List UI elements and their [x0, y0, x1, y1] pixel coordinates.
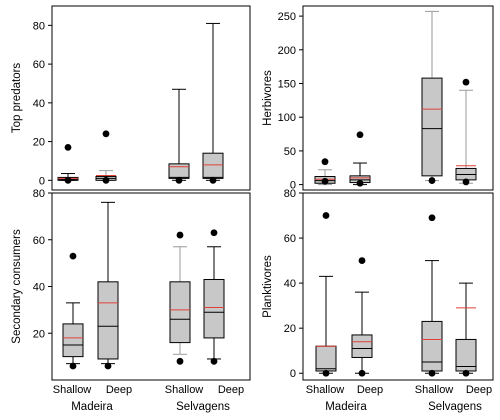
- outlier-point: [176, 357, 184, 365]
- outlier-point: [356, 131, 364, 139]
- x-category-label: Shallow: [165, 384, 204, 396]
- outlier-point: [102, 176, 110, 184]
- box-madeira-deep: [349, 131, 371, 187]
- site-label: Selvagens: [428, 401, 482, 413]
- iqr-box: [315, 345, 337, 372]
- outlier-point: [322, 369, 330, 377]
- outlier-point: [322, 212, 330, 219]
- outlier-point: [462, 178, 470, 186]
- outlier-point: [175, 176, 183, 184]
- outlier-point: [210, 357, 218, 365]
- box-selvagens-deep: [455, 78, 477, 186]
- outlier-point: [462, 78, 470, 86]
- iqr-box: [97, 281, 119, 360]
- y-tick-label: 80: [33, 20, 45, 32]
- y-tick-label: 40: [284, 278, 296, 290]
- box-madeira-shallow: [57, 143, 79, 184]
- plot-frame: [302, 5, 494, 191]
- panel-herbivores: 0 50 100 150 200 250 Herbivores: [262, 5, 494, 192]
- y-axis-label: Herbivores: [262, 70, 274, 126]
- outlier-point: [64, 176, 72, 184]
- box-selvagens-shallow: [168, 88, 190, 184]
- outlier-point: [69, 362, 77, 370]
- outlier-point: [428, 177, 436, 184]
- iqr-box: [421, 77, 443, 177]
- iqr-box: [203, 278, 225, 339]
- panel-top-predators: 0 20 40 60 80 Top predators: [11, 5, 251, 191]
- iqr-box: [168, 163, 190, 179]
- outlier-point: [428, 369, 436, 377]
- box-selvagens-shallow: [421, 214, 443, 377]
- outlier-point: [321, 158, 329, 166]
- plot-frame: [51, 5, 251, 191]
- x-category-label: Deep: [218, 384, 244, 396]
- outlier-point: [428, 214, 436, 222]
- panel-planktivores: 0 20 40 60 80 Planktivores: [262, 188, 494, 381]
- outlier-point: [321, 177, 329, 185]
- y-tick-label: 40: [33, 98, 45, 110]
- y-tick-label: 20: [33, 137, 45, 149]
- box-selvagens-deep: [455, 282, 477, 377]
- iqr-box: [169, 281, 191, 344]
- y-tick-label: 80: [284, 188, 296, 200]
- y-tick-label: 60: [284, 233, 296, 245]
- outlier-point: [64, 143, 72, 151]
- y-axis-label: Planktivores: [262, 255, 274, 318]
- box-madeira-deep: [351, 257, 373, 377]
- outlier-point: [356, 179, 364, 187]
- x-axis-labels: Shallow Deep Shallow Deep Shallow Deep Shallow…: [53, 384, 492, 413]
- box-selvagens-shallow: [169, 231, 191, 365]
- y-tick-label: 40: [33, 282, 45, 294]
- site-label: Madeira: [71, 401, 113, 413]
- iqr-box: [62, 323, 84, 358]
- y-axis-label: Secondary consumers: [11, 229, 23, 344]
- y-axis-label: Top predators: [11, 63, 23, 134]
- x-category-label: Shallow: [306, 384, 345, 396]
- x-category-label: Deep: [106, 384, 132, 396]
- iqr-box: [351, 334, 373, 358]
- y-tick-label: 20: [284, 323, 296, 335]
- y-tick-label: 60: [33, 235, 45, 247]
- x-category-label: Deep: [466, 384, 492, 396]
- y-tick-label: 100: [278, 112, 296, 124]
- panel-secondary-consumers: 20 40 60 80 Secondary consumers: [11, 188, 251, 381]
- y-tick-label: 0: [39, 175, 45, 187]
- y-tick-label: 50: [284, 146, 296, 158]
- y-tick-label: 60: [33, 59, 45, 71]
- plot-frame: [302, 192, 494, 381]
- site-label: Madeira: [325, 401, 367, 413]
- box-madeira-shallow: [62, 252, 84, 370]
- box-selvagens-shallow: [421, 10, 443, 184]
- outlier-point: [210, 229, 218, 237]
- outlier-point: [209, 176, 217, 184]
- box-madeira-shallow: [314, 158, 336, 186]
- y-tick-label: 200: [278, 45, 296, 57]
- box-madeira-deep: [97, 201, 119, 370]
- outlier-point: [358, 257, 366, 264]
- site-label: Selvagens: [176, 401, 230, 413]
- y-tick-label: 0: [290, 180, 296, 192]
- y-tick-label: 80: [33, 188, 45, 200]
- outlier-point: [462, 369, 470, 377]
- box-madeira-deep: [95, 130, 117, 184]
- y-tick-label: 150: [278, 79, 296, 91]
- outlier-point: [69, 252, 77, 260]
- x-category-label: Deep: [357, 384, 383, 396]
- iqr-box: [202, 152, 224, 179]
- outlier-point: [102, 130, 110, 138]
- box-madeira-shallow: [315, 212, 337, 377]
- iqr-box: [421, 320, 443, 372]
- x-category-label: Shallow: [415, 384, 454, 396]
- x-category-label: Shallow: [53, 384, 92, 396]
- outlier-point: [358, 369, 366, 377]
- y-tick-label: 0: [290, 368, 296, 380]
- y-tick-label: 20: [33, 328, 45, 340]
- box-selvagens-deep: [202, 22, 224, 184]
- outlier-point: [104, 362, 112, 370]
- y-tick-label: 250: [278, 11, 296, 23]
- box-selvagens-deep: [203, 229, 225, 365]
- outlier-point: [176, 231, 184, 239]
